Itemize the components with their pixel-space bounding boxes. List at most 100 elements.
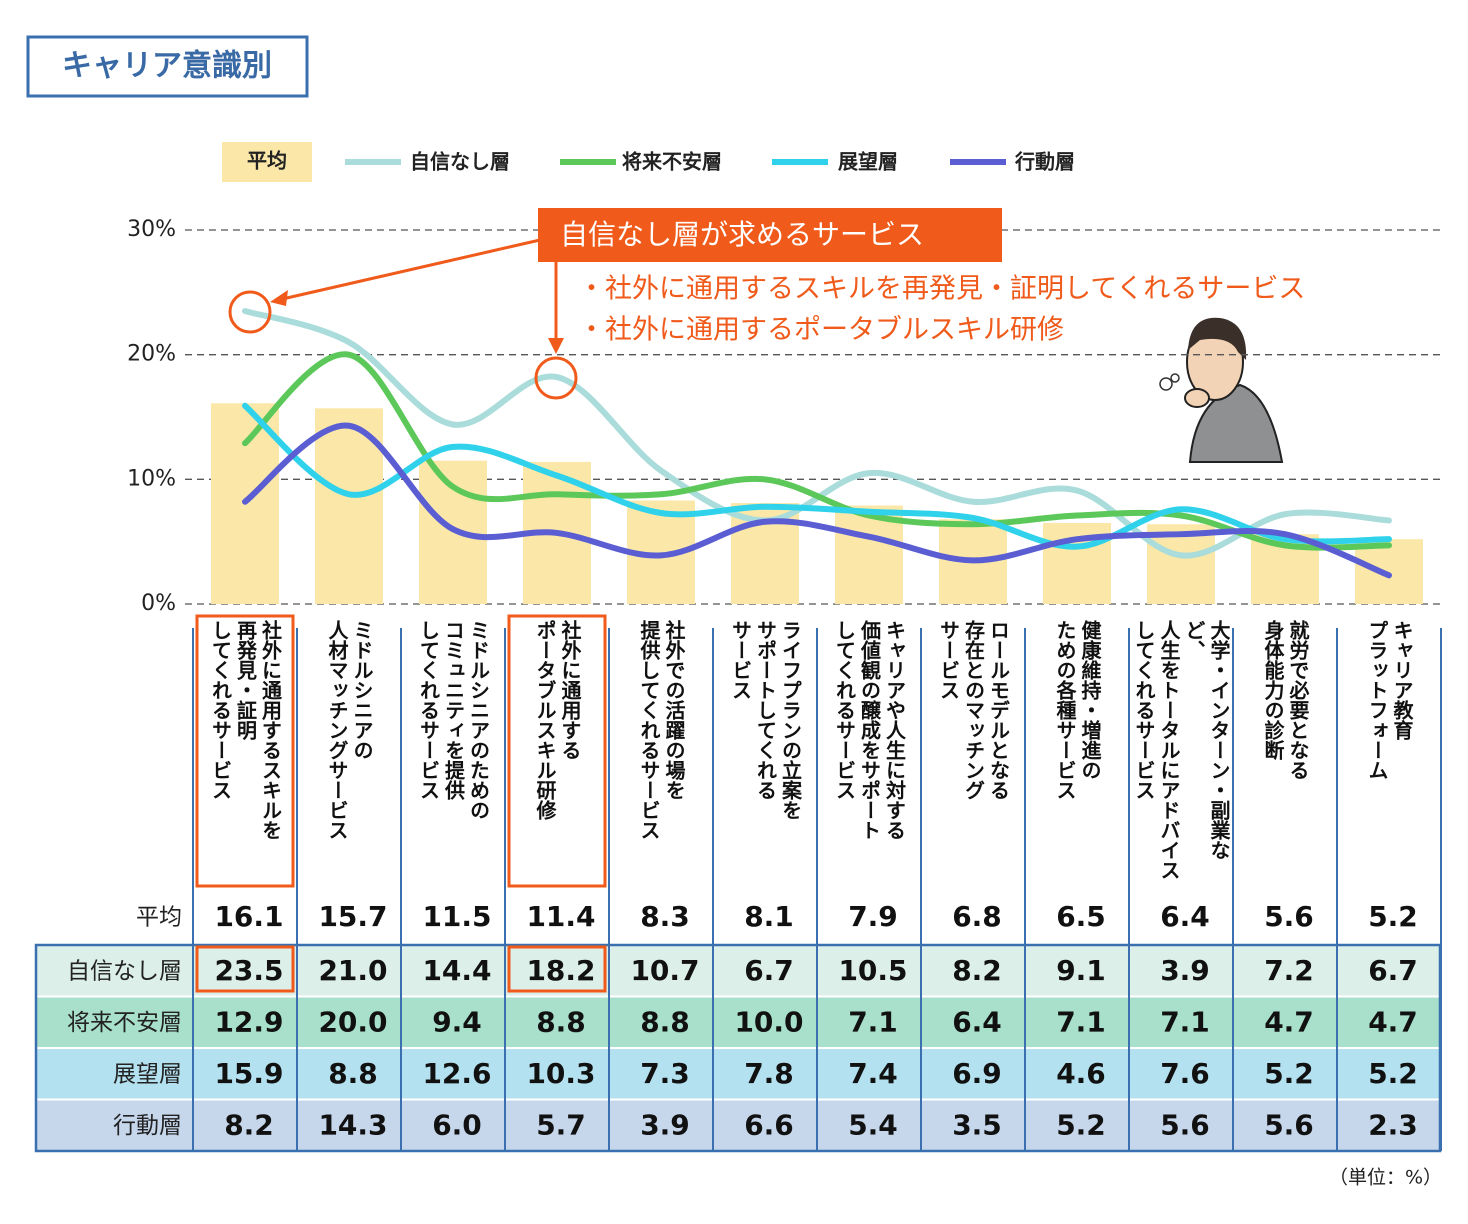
table-value: 5.2 xyxy=(1264,1057,1314,1090)
highlight-circle xyxy=(228,290,272,334)
category-cell: キャリアや人生に対する 価値観の醸成をサポート してくれるサービス xyxy=(817,620,921,890)
callout-title: 自信なし層が求めるサービス xyxy=(560,218,924,251)
annotation: ・社外に通用するスキルを再発見・証明してくれるサービス xyxy=(578,274,1305,305)
category-cell: 社外に通用するスキルを 再発見・証明 してくれるサービス xyxy=(193,620,297,890)
category-cell: ライフプランの立案を サポートしてくれる サービス xyxy=(713,620,817,890)
table-value: 5.6 xyxy=(1264,1108,1314,1141)
row-label: 行動層 xyxy=(113,1113,182,1139)
table-row-bg xyxy=(35,995,1441,1049)
table-value: 10.3 xyxy=(526,1057,595,1090)
table-value: 9.1 xyxy=(1056,954,1106,987)
table-value: 11.5 xyxy=(422,900,491,933)
table-value: 4.7 xyxy=(1264,1005,1314,1038)
table-value: 15.9 xyxy=(214,1057,283,1090)
line xyxy=(242,402,1392,550)
category-cell: ミドルシニアのための コミュニティを提供 してくれるサービス xyxy=(401,620,505,890)
legend-label: 自信なし層 xyxy=(410,150,510,174)
category-cell: 社外に通用する ポータブルスキル研修 xyxy=(505,620,609,890)
table-value: 14.3 xyxy=(318,1108,387,1141)
row-label: 自信なし層 xyxy=(67,958,182,984)
highlight-box xyxy=(507,614,607,888)
table-value: 6.5 xyxy=(1056,900,1106,933)
table-value: 2.3 xyxy=(1368,1108,1418,1141)
table-value: 7.3 xyxy=(640,1057,690,1090)
highlight-box xyxy=(195,945,295,993)
category-cell: 社外での活躍の場を 提供してくれるサービス xyxy=(609,620,713,890)
highlight-box xyxy=(195,614,295,888)
x-tick-label: 健康維持・増進の ための各種サービス xyxy=(1053,620,1102,800)
legend-swatch xyxy=(222,142,312,182)
legend-label: 将来不安層 xyxy=(622,150,722,174)
illustration xyxy=(1159,317,1284,463)
x-tick-label: 大学・インターン・副業など、 人生をトータルにアドバイス してくれるサービス xyxy=(1132,620,1231,880)
x-tick-label: ライフプランの立案を サポートしてくれる サービス xyxy=(728,620,803,820)
x-tick-label: ロールモデルとなる 存在とのマッチング サービス xyxy=(936,620,1011,800)
table-value: 12.9 xyxy=(214,1005,283,1038)
row-label: 将来不安層 xyxy=(67,1010,182,1036)
bar xyxy=(1355,539,1423,604)
table-value: 3.9 xyxy=(1160,954,1210,987)
x-tick-label: ミドルシニアの 人材マッチングサービス xyxy=(325,620,374,840)
table-value: 11.4 xyxy=(526,900,595,933)
x-tick-label: キャリアや人生に対する 価値観の醸成をサポート してくれるサービス xyxy=(832,620,907,840)
x-tick-label: 社外に通用する ポータブルスキル研修 xyxy=(533,620,582,820)
table-value: 5.2 xyxy=(1368,900,1418,933)
table-value: 20.0 xyxy=(318,1005,387,1038)
table-value: 8.8 xyxy=(536,1005,586,1038)
row-label: 展望層 xyxy=(113,1061,182,1087)
table-value: 4.6 xyxy=(1056,1057,1106,1090)
legend-label: 展望層 xyxy=(838,150,898,174)
line xyxy=(242,308,1392,559)
row-label: 平均 xyxy=(136,905,182,931)
table-value: 6.0 xyxy=(432,1108,482,1141)
table-value: 10.7 xyxy=(630,954,699,987)
arrow-head xyxy=(270,290,288,306)
table-value: 8.2 xyxy=(952,954,1002,987)
table-value: 10.5 xyxy=(838,954,907,987)
table-value: 16.1 xyxy=(214,900,283,933)
line xyxy=(242,351,1392,551)
x-tick-label: キャリア教育 プラットフォーム xyxy=(1365,620,1414,780)
table-value: 6.4 xyxy=(952,1005,1002,1038)
legend-label: 平均 xyxy=(247,149,287,173)
table-value: 7.1 xyxy=(1160,1005,1210,1038)
table-value: 6.8 xyxy=(952,900,1002,933)
table-value: 8.8 xyxy=(640,1005,690,1038)
arrow xyxy=(277,238,541,302)
x-tick-label: 社外に通用するスキルを 再発見・証明 してくれるサービス xyxy=(208,620,283,840)
table-value: 7.6 xyxy=(1160,1057,1210,1090)
table-value: 7.1 xyxy=(1056,1005,1106,1038)
table-value: 5.6 xyxy=(1264,900,1314,933)
table-value: 5.6 xyxy=(1160,1108,1210,1141)
table-value: 3.9 xyxy=(640,1108,690,1141)
table-value: 6.7 xyxy=(744,954,794,987)
table-value: 6.9 xyxy=(952,1057,1002,1090)
x-tick-label: 社外での活躍の場を 提供してくれるサービス xyxy=(637,620,686,840)
highlight-box xyxy=(507,945,607,993)
category-cell: 就労で必要となる 身体能力の診断 xyxy=(1233,620,1337,890)
table-value: 21.0 xyxy=(318,954,387,987)
table-value: 8.3 xyxy=(640,900,690,933)
table-value: 15.7 xyxy=(318,900,387,933)
callout-box xyxy=(538,208,1002,262)
table-value: 4.7 xyxy=(1368,1005,1418,1038)
highlight-circle xyxy=(534,356,578,400)
line xyxy=(242,422,1392,579)
table-value: 6.6 xyxy=(744,1108,794,1141)
table-value: 7.1 xyxy=(848,1005,898,1038)
table-value: 3.5 xyxy=(952,1108,1002,1141)
legend-label: 行動層 xyxy=(1014,150,1075,174)
table-value: 5.2 xyxy=(1056,1108,1106,1141)
category-cell: ミドルシニアの 人材マッチングサービス xyxy=(297,620,401,890)
table-value: 5.2 xyxy=(1368,1057,1418,1090)
table-value: 14.4 xyxy=(422,954,491,987)
table-value: 9.4 xyxy=(432,1005,482,1038)
table-value: 7.8 xyxy=(744,1057,794,1090)
table-value: 7.9 xyxy=(848,900,898,933)
table-value: 7.4 xyxy=(848,1057,898,1090)
category-cell: キャリア教育 プラットフォーム xyxy=(1337,620,1441,890)
y-tick-label: 0% xyxy=(141,591,176,616)
annotation: ・社外に通用するポータブルスキル研修 xyxy=(578,315,1064,346)
table-value: 5.4 xyxy=(848,1108,898,1141)
